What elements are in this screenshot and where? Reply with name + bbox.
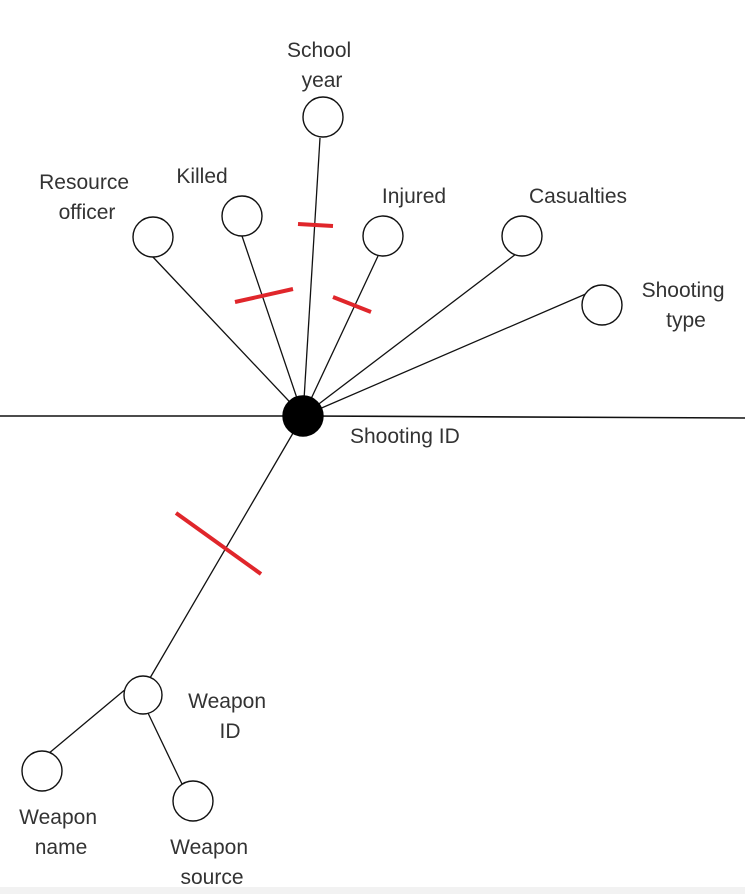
edge-shooting-type: [302, 292, 589, 417]
node-injured: [362, 215, 404, 257]
node-casualties: [501, 215, 543, 257]
node-weapon-id: [123, 675, 163, 715]
node-killed: [221, 195, 263, 237]
label-weapon-source: Weapon source: [170, 836, 254, 889]
label-school-year: School year: [287, 39, 357, 92]
node-shooting-id: [282, 395, 324, 437]
node-shooting-type: [581, 284, 623, 326]
edge-weapon-name: [47, 687, 128, 755]
label-injured: Injured: [382, 185, 446, 208]
edge-casualties: [302, 253, 517, 417]
tick-school-year: [297, 222, 334, 228]
label-weapon-name: Weapon name: [19, 806, 103, 859]
edge-school-year: [302, 137, 321, 417]
label-casualties: Casualties: [529, 185, 627, 208]
label-resource-officer: Resource officer: [39, 171, 135, 224]
label-killed: Killed: [176, 165, 227, 188]
edge-weapon-source: [147, 712, 183, 785]
edge-resource-officer: [151, 255, 304, 417]
bottom-border-strip: [0, 887, 745, 894]
tick-weapon-id: [174, 511, 263, 576]
tick-injured: [332, 295, 372, 314]
node-weapon-name: [21, 750, 63, 792]
edge-injured: [302, 255, 379, 417]
tick-killed: [234, 287, 294, 304]
entity-line-right: [302, 415, 745, 419]
label-shooting-type: Shooting type: [642, 279, 731, 332]
node-weapon-source: [172, 780, 214, 822]
node-resource-officer: [132, 216, 174, 258]
edge-killed: [241, 235, 304, 417]
label-shooting-id: Shooting ID: [350, 425, 460, 448]
label-weapon-id: Weapon ID: [188, 690, 272, 743]
node-school-year: [302, 96, 344, 138]
